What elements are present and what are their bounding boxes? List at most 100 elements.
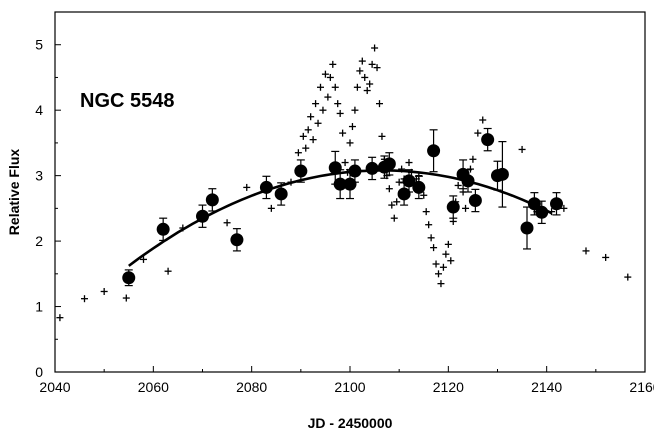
- plus-point: [444, 240, 452, 248]
- object-annotation: NGC 5548: [80, 90, 175, 112]
- plus-point: [437, 280, 445, 288]
- plus-point: [314, 119, 322, 127]
- y-tick-label: 1: [35, 299, 43, 315]
- plus-point: [415, 172, 423, 180]
- errorbar-layer: [124, 127, 561, 287]
- plus-point: [336, 109, 344, 117]
- circle-point: [205, 193, 219, 207]
- plus-point: [302, 144, 310, 152]
- plus-point: [341, 159, 349, 167]
- plus-point: [395, 178, 403, 186]
- circle-point: [427, 144, 441, 158]
- plus-point: [624, 273, 632, 281]
- plus-point: [398, 165, 406, 173]
- plus-point: [439, 263, 447, 271]
- plus-point: [294, 149, 302, 157]
- plus-point: [373, 64, 381, 72]
- plus-point: [326, 73, 334, 81]
- plus-point: [348, 123, 356, 131]
- x-tick-label: 2100: [334, 379, 365, 395]
- plus-point: [304, 126, 312, 134]
- plus-point: [371, 44, 379, 52]
- plus-point: [383, 172, 391, 180]
- circle-point: [461, 174, 475, 188]
- plus-point: [459, 188, 467, 196]
- x-tick-label: 2040: [39, 379, 70, 395]
- plus-point: [267, 204, 275, 212]
- plus-point: [518, 145, 526, 153]
- plus-point: [442, 250, 450, 258]
- plus-point: [368, 60, 376, 68]
- plus-point: [346, 139, 354, 147]
- plus-point: [361, 73, 369, 81]
- circle-point: [333, 177, 347, 191]
- circle-point: [328, 161, 342, 175]
- plus-point: [56, 314, 64, 322]
- plus-point: [100, 287, 108, 295]
- y-tick-label: 0: [35, 364, 43, 380]
- plus-point: [390, 214, 398, 222]
- plus-point: [331, 83, 339, 91]
- circle-point: [196, 209, 209, 223]
- circle-point: [495, 167, 509, 181]
- circle-point: [230, 233, 244, 247]
- circle-point: [382, 157, 396, 171]
- plus-point: [324, 93, 332, 101]
- plus-point: [560, 204, 568, 212]
- plus-point: [425, 221, 433, 229]
- circle-point: [348, 164, 362, 178]
- circle-point: [122, 271, 136, 285]
- plus-point: [317, 83, 324, 91]
- circle-point: [402, 174, 416, 188]
- circle-point: [259, 180, 273, 194]
- plus-point: [223, 219, 231, 227]
- circle-point: [520, 221, 534, 235]
- y-tick-label: 4: [35, 102, 43, 118]
- plus-point: [122, 294, 130, 302]
- plus-point: [351, 106, 359, 114]
- circle-series-layer: [122, 133, 563, 285]
- y-tick-label: 2: [35, 233, 43, 249]
- circle-point: [274, 187, 288, 201]
- plus-point: [287, 178, 295, 186]
- plus-point: [407, 168, 415, 176]
- plus-point: [329, 60, 337, 68]
- circle-point: [527, 197, 541, 211]
- x-tick-label: 2140: [531, 379, 562, 395]
- plus-point: [321, 70, 329, 78]
- plus-point: [454, 181, 462, 189]
- plus-point: [243, 183, 251, 191]
- plus-point: [420, 191, 428, 199]
- circle-point: [412, 180, 426, 194]
- plus-point: [430, 244, 438, 252]
- plus-point: [393, 198, 401, 206]
- plus-point: [299, 132, 307, 140]
- plus-point: [582, 247, 590, 255]
- y-axis-title: Relative Flux: [6, 149, 22, 236]
- plus-point: [356, 67, 364, 75]
- plus-point: [307, 113, 315, 121]
- plus-point: [479, 116, 487, 124]
- plus-point: [164, 267, 172, 275]
- plus-point: [319, 106, 327, 114]
- plus-point: [378, 132, 386, 140]
- circle-point: [535, 205, 549, 219]
- plus-point: [432, 260, 440, 268]
- plus-point: [312, 100, 320, 108]
- plus-point: [366, 80, 374, 88]
- axis-ticks: [54, 44, 646, 373]
- plus-point: [309, 136, 317, 144]
- circle-point: [294, 164, 308, 178]
- plus-point: [81, 295, 88, 303]
- y-tick-label: 5: [35, 37, 43, 53]
- plus-point: [466, 165, 474, 173]
- circle-point: [550, 197, 563, 211]
- plus-point: [334, 100, 342, 108]
- plus-point: [602, 253, 610, 261]
- circle-point: [365, 161, 379, 175]
- plus-point: [427, 234, 435, 242]
- plus-point: [376, 100, 383, 108]
